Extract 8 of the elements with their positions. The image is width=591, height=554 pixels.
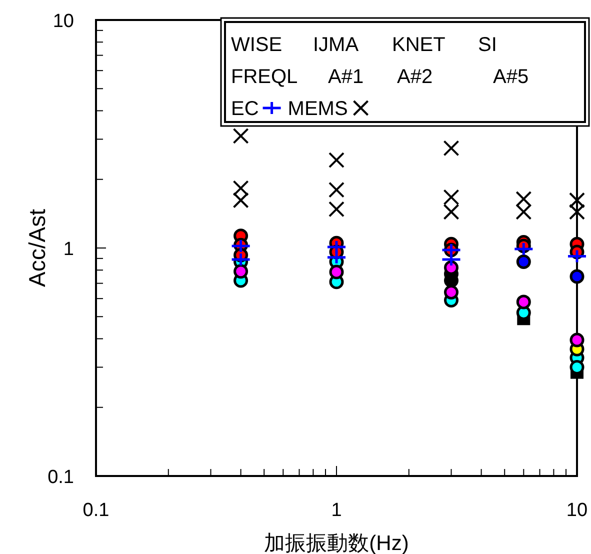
x-axis-title: 加振振動数(Hz) (264, 532, 409, 554)
x-tick-label: 1 (331, 500, 342, 521)
x-tick-label: 10 (566, 500, 588, 521)
y-tick-label: 0.1 (48, 467, 74, 488)
y-tick-label: 10 (52, 11, 74, 32)
y-tick-label: 1 (63, 239, 74, 260)
x-tick-label: 0.1 (82, 500, 110, 521)
y-axis-title: Acc/Ast (24, 208, 50, 287)
